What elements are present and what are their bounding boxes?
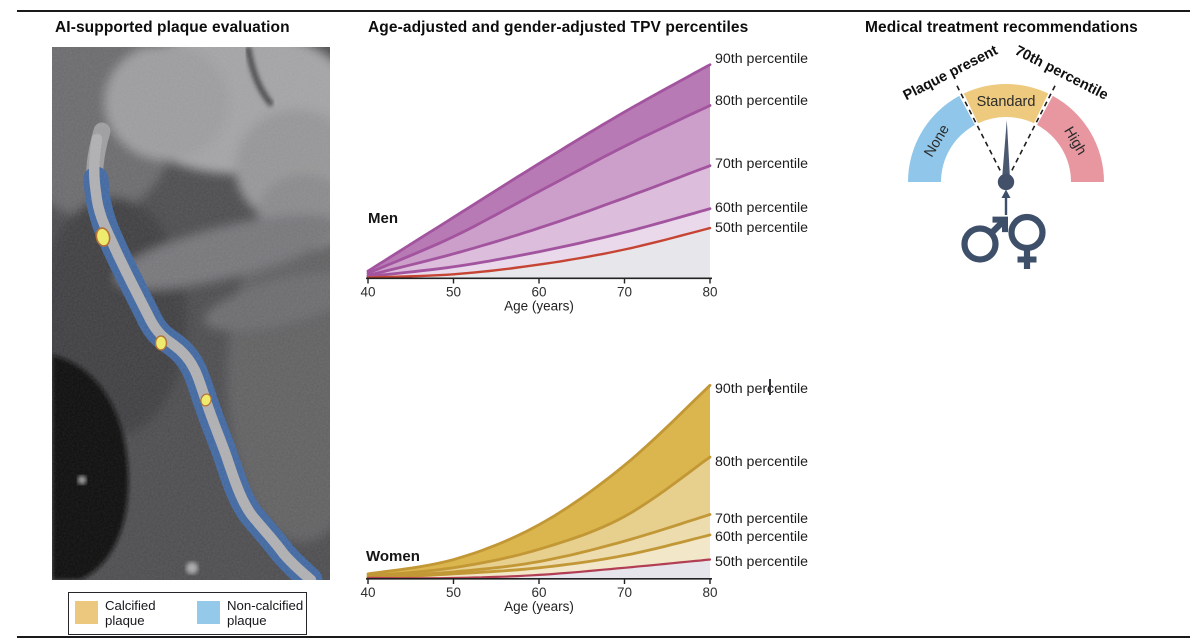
gauge-hub [997,173,1015,191]
noncalcified-swatch [197,600,220,624]
legend-item-calcified: Calcified plaque [75,597,191,629]
panel-title-treatment: Medical treatment recommendations [865,19,1138,36]
gauge-threshold-line [956,85,1001,171]
percentile-label: 50th percentile [715,554,809,570]
percentile-label: 70th percentile [715,156,809,172]
men-line-60th [366,207,712,278]
tick-label: 60 [531,585,546,600]
gauge-threshold-line [1011,85,1056,171]
men-band-90th [368,64,710,274]
men-baseline-area [368,228,710,278]
women-line-80th [366,455,712,578]
tick-label: 50 [446,585,461,600]
men-percentile-chart: 40 50 60 70 80 Age (years) [360,63,718,314]
gauge-segment-standard [963,83,1049,124]
women-x-axis-title: Age (years) [504,599,574,614]
women-band-70th [368,514,710,578]
men-line-50th [366,226,712,279]
women-line-90th [366,383,712,576]
gauge-segment-none [908,95,975,182]
gauge-segment-label: Standard [977,94,1036,110]
men-line-70th [366,164,712,277]
text-cursor [769,379,771,395]
panel-title-plaque: AI-supported plaque evaluation [55,19,290,36]
women-line-70th [366,513,712,579]
women-baseline-area [368,559,710,579]
percentile-label: 60th percentile [715,529,809,545]
legend: Calcified plaque Non-calcified plaque [68,592,307,635]
women-band-90th [368,385,710,576]
panel-title-percentiles: Age-adjusted and gender-adjusted TPV per… [368,19,749,36]
tick-label: 40 [360,585,375,600]
percentile-label: 80th percentile [715,93,809,109]
tick-label: 80 [702,285,717,300]
male-icon [961,216,1008,263]
tick-label: 60 [531,285,546,300]
up-arrow-icon [1001,189,1011,198]
women-band-80th [368,457,710,577]
women-percentile-chart: 40 50 60 70 80 Age (years) [360,383,718,614]
percentile-label: 80th percentile [715,454,809,470]
top-rule [17,10,1190,12]
percentile-label: 60th percentile [715,200,809,216]
legend-item-noncalcified: Non-calcified plaque [197,597,313,629]
men-label: Men [368,210,398,227]
percentile-label: 70th percentile [715,511,809,527]
men-line-80th [366,104,712,275]
tick-label: 70 [617,585,632,600]
ct-scan-image [52,47,330,580]
men-line-90th [366,63,712,273]
tick-label: 80 [702,585,717,600]
percentile-label: 90th percentile [715,381,809,397]
men-band-70th [368,165,710,277]
tick-label: 50 [446,285,461,300]
bottom-rule [17,636,1190,638]
ct-noise2 [52,47,330,580]
tick-label: 70 [617,285,632,300]
legend-label: Non-calcified plaque [227,597,304,628]
gauge-needle [1001,120,1011,182]
percentile-label: 90th percentile [715,51,809,67]
tick-label: 40 [360,285,375,300]
calcified-swatch [75,600,98,624]
women-label: Women [366,548,420,565]
percentile-label: 50th percentile [715,220,809,236]
legend-label: Calcified plaque [105,597,156,628]
men-x-axis-title: Age (years) [504,299,574,314]
female-icon [1008,213,1046,269]
women-line-60th [366,533,712,580]
gauge-segment-high [1037,95,1104,182]
